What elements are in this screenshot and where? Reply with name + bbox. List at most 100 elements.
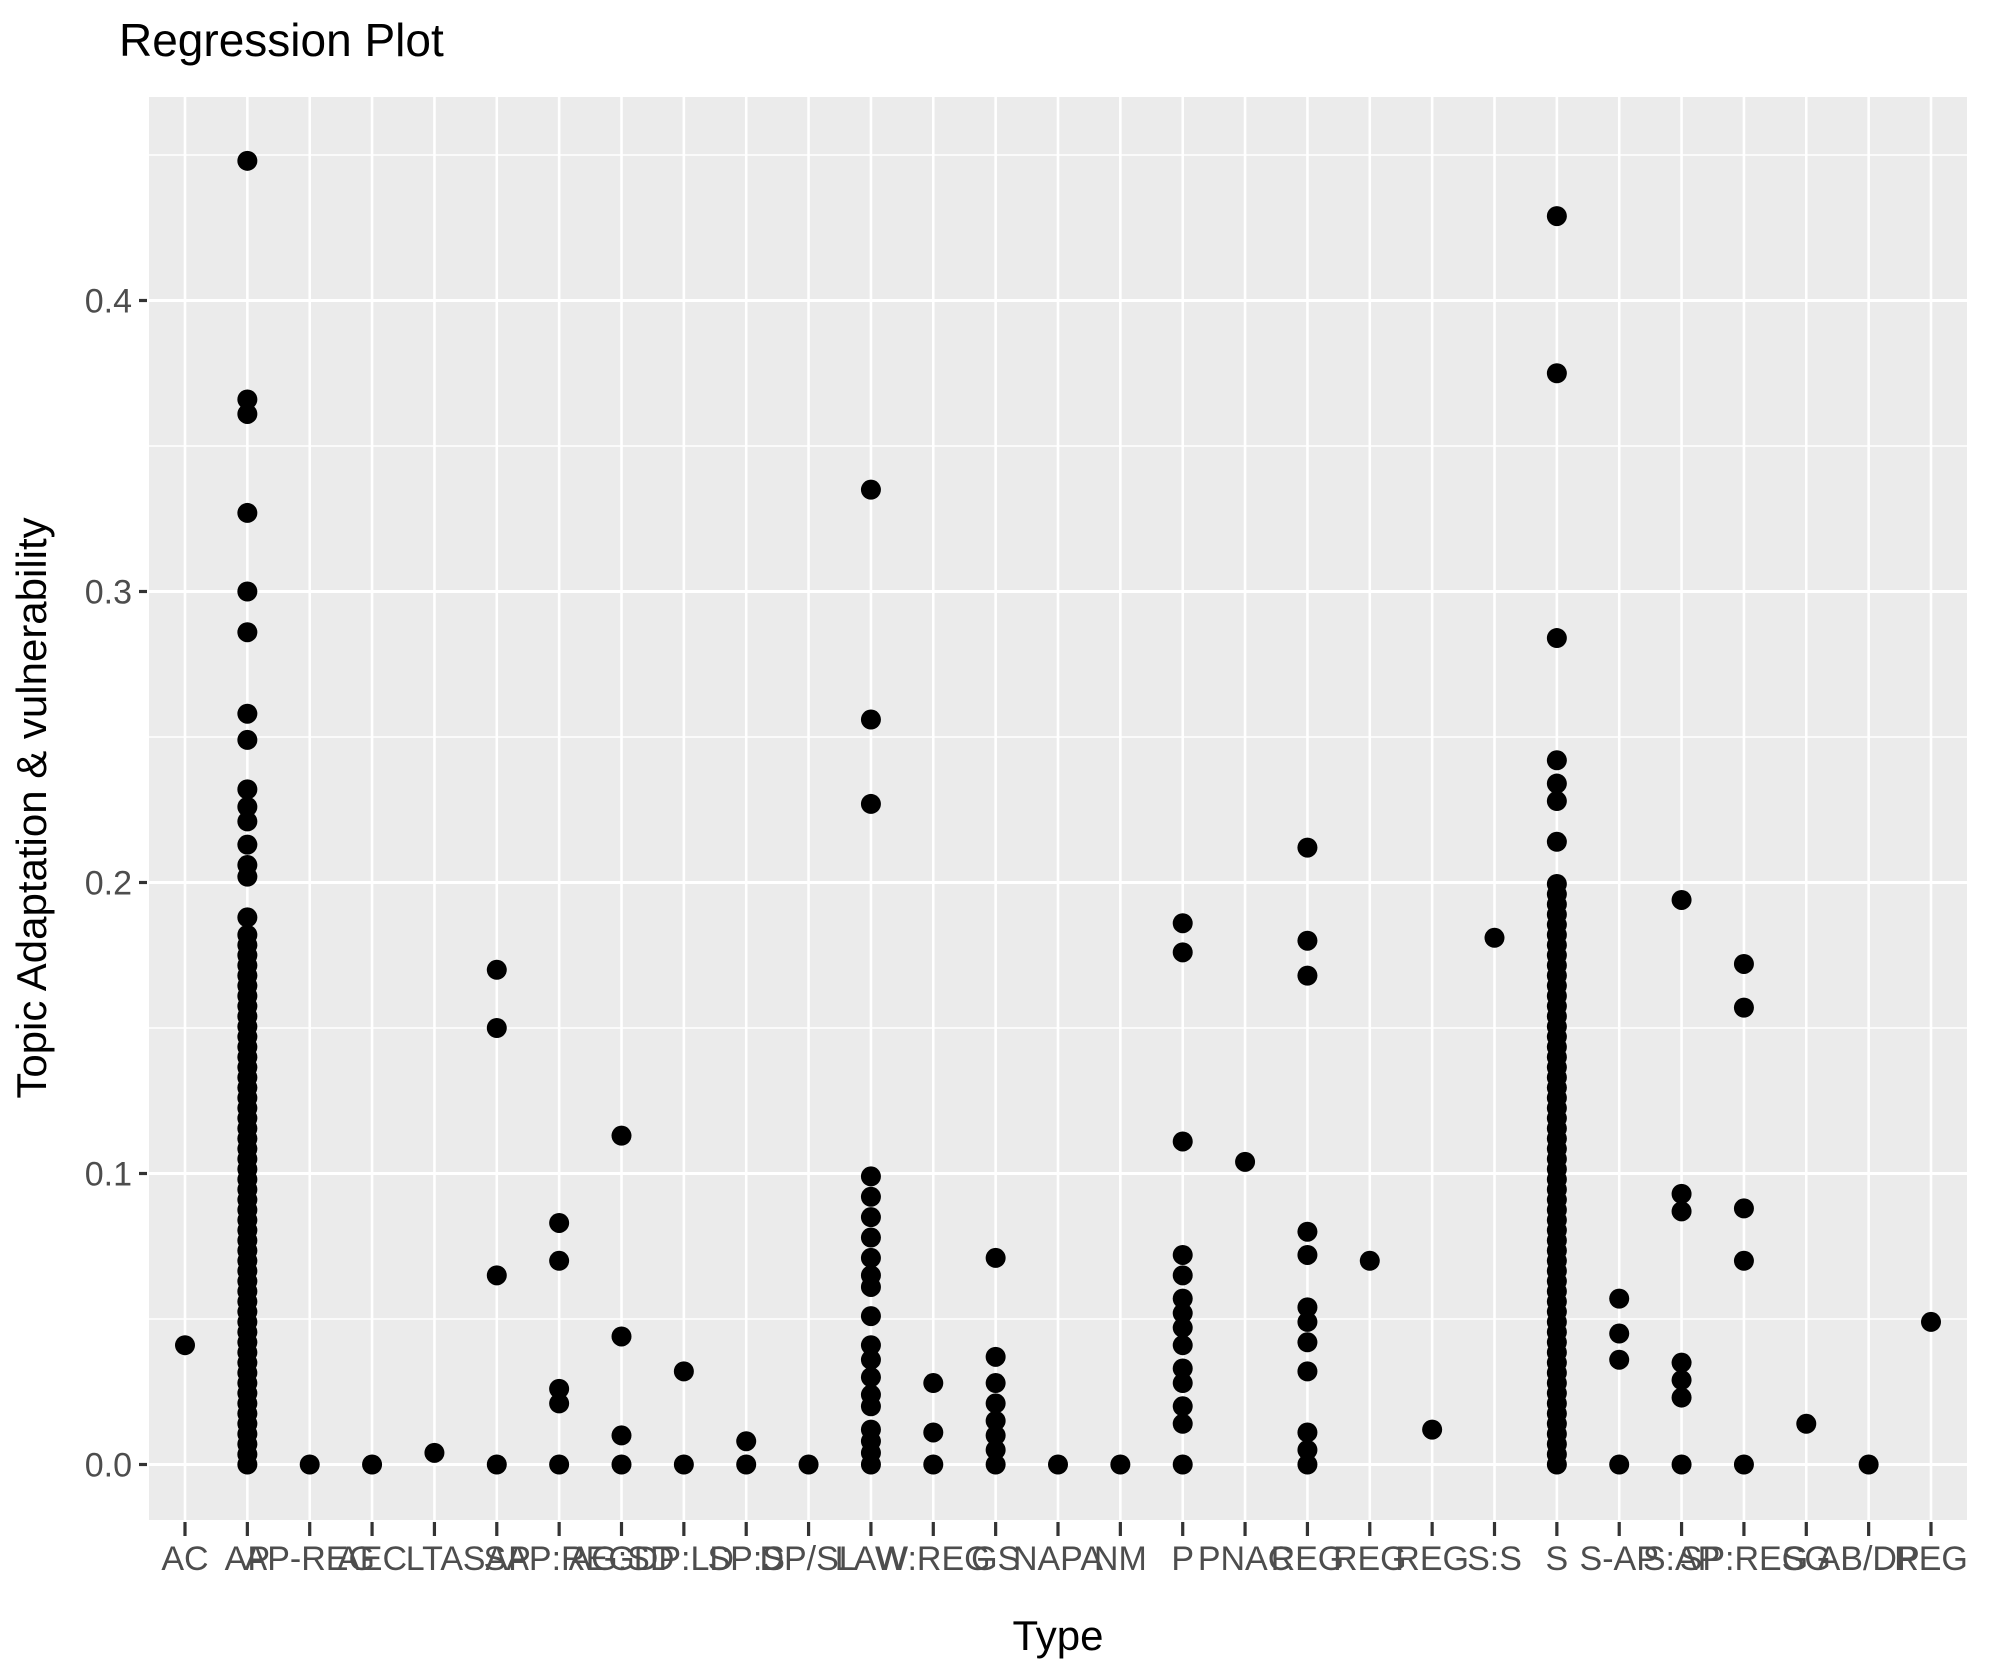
data-point (1172, 1335, 1193, 1356)
data-point (237, 703, 258, 724)
x-tick-label: S (1546, 1540, 1569, 1578)
data-point (299, 1454, 320, 1475)
data-point (985, 1439, 1006, 1460)
data-point (860, 1335, 881, 1356)
data-point (985, 1454, 1006, 1475)
x-tick-label: NM (1094, 1540, 1147, 1578)
data-point (237, 622, 258, 643)
x-tick-label: DP/SL (759, 1540, 857, 1578)
data-point (1609, 1323, 1630, 1344)
data-point (985, 1425, 1006, 1446)
data-point (1172, 1288, 1193, 1309)
x-tick-label: LAW (835, 1540, 907, 1578)
data-point (1172, 1131, 1193, 1152)
data-point (1671, 1201, 1692, 1222)
data-point (237, 866, 258, 887)
data-point (237, 924, 258, 945)
data-point (1172, 1303, 1193, 1324)
x-tick-label: SP:S (707, 1540, 784, 1578)
y-tick-labels: 0.0 0.1 0.2 0.3 0.4 (85, 283, 132, 1485)
x-tick-label: S:AP (1643, 1540, 1720, 1578)
data-point (923, 1422, 944, 1443)
data-point (1297, 965, 1318, 986)
y-tick-label: 0.4 (85, 283, 132, 321)
data-point (1546, 873, 1567, 894)
y-tick-label: 0.0 (85, 1447, 132, 1485)
x-tick-label: SG (1782, 1540, 1831, 1578)
data-point (549, 1393, 570, 1414)
data-point (1733, 1250, 1754, 1271)
data-point (237, 403, 258, 424)
data-point (1609, 1288, 1630, 1309)
x-tick-label: SP:REG (1680, 1540, 1808, 1578)
data-point (237, 502, 258, 523)
x-axis-title: Type (1012, 1612, 1103, 1659)
data-point (1546, 363, 1567, 384)
x-tick-label: SAP (463, 1540, 531, 1578)
data-point (1858, 1454, 1879, 1475)
data-point (1546, 206, 1567, 227)
data-point (923, 1373, 944, 1394)
data-point (1172, 1244, 1193, 1265)
x-tick-label: REG (1894, 1540, 1968, 1578)
data-point (1796, 1413, 1817, 1434)
data-point (549, 1378, 570, 1399)
data-points (175, 150, 1941, 1475)
data-point (860, 1306, 881, 1327)
data-point (237, 811, 258, 832)
data-point (1172, 1396, 1193, 1417)
y-tick-label: 0.1 (85, 1156, 132, 1194)
data-point (1297, 1244, 1318, 1265)
data-point (1484, 927, 1505, 948)
plot-title: Regression Plot (119, 14, 444, 66)
data-point (1671, 1352, 1692, 1373)
data-point (424, 1442, 445, 1463)
x-tick-label: NAPA (1013, 1540, 1103, 1578)
data-point (860, 1247, 881, 1268)
data-point (1671, 1370, 1692, 1391)
data-point (736, 1431, 757, 1452)
data-point (1235, 1151, 1256, 1172)
data-point (1609, 1349, 1630, 1370)
data-point (736, 1454, 757, 1475)
data-point (611, 1454, 632, 1475)
y-tick-label: 0.2 (85, 865, 132, 903)
data-point (1172, 1317, 1193, 1338)
data-point (798, 1454, 819, 1475)
data-point (1297, 837, 1318, 858)
data-point (985, 1247, 1006, 1268)
data-point (237, 907, 258, 928)
data-point (860, 1166, 881, 1187)
data-point (860, 1367, 881, 1388)
data-point (486, 1018, 507, 1038)
data-point (1546, 628, 1567, 649)
x-tick-label: AB/DP (1818, 1540, 1920, 1578)
data-point (1297, 1361, 1318, 1382)
data-point (237, 729, 258, 750)
data-point (860, 793, 881, 814)
data-point (1297, 930, 1318, 951)
data-point (860, 1207, 881, 1228)
data-point (237, 581, 258, 602)
data-point (1671, 1454, 1692, 1475)
data-point (1733, 953, 1754, 974)
data-point (923, 1454, 944, 1475)
data-point (237, 834, 258, 855)
data-point (985, 1393, 1006, 1414)
data-point (237, 150, 258, 171)
data-point (673, 1454, 694, 1475)
data-point (486, 959, 507, 980)
data-point (237, 779, 258, 800)
data-point (985, 1373, 1006, 1394)
data-point (1733, 997, 1754, 1018)
data-point (1546, 831, 1567, 852)
data-point (237, 389, 258, 410)
data-point (985, 1410, 1006, 1431)
data-point (237, 796, 258, 817)
data-point (1546, 750, 1567, 771)
data-point (1733, 1198, 1754, 1219)
data-point (1671, 1183, 1692, 1204)
data-point (1172, 1358, 1193, 1379)
x-tick-label: AG:SD (569, 1540, 675, 1578)
